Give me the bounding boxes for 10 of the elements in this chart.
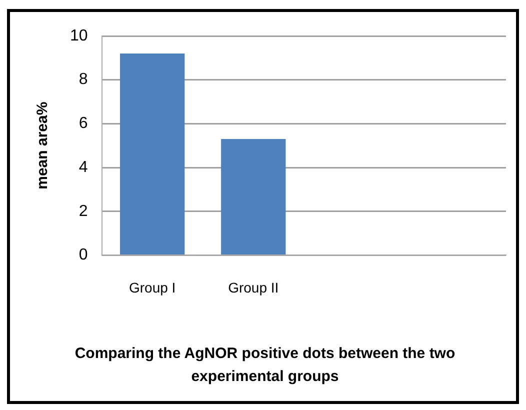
y-tick-label: 2 [78, 202, 88, 220]
y-tick-label: 4 [78, 158, 88, 176]
y-tick-label: 0 [78, 246, 88, 264]
y-tick-label: 8 [78, 71, 88, 88]
y-tick-label: 10 [70, 27, 88, 44]
y-axis-title: mean area% [34, 102, 52, 190]
y-tick-label: 6 [78, 115, 88, 132]
x-axis-title: Comparing the AgNOR positive dots between the two experimental groups [74, 344, 456, 387]
x-tick-label: Group II [228, 279, 279, 296]
x-tick-label: Group I [128, 279, 176, 296]
